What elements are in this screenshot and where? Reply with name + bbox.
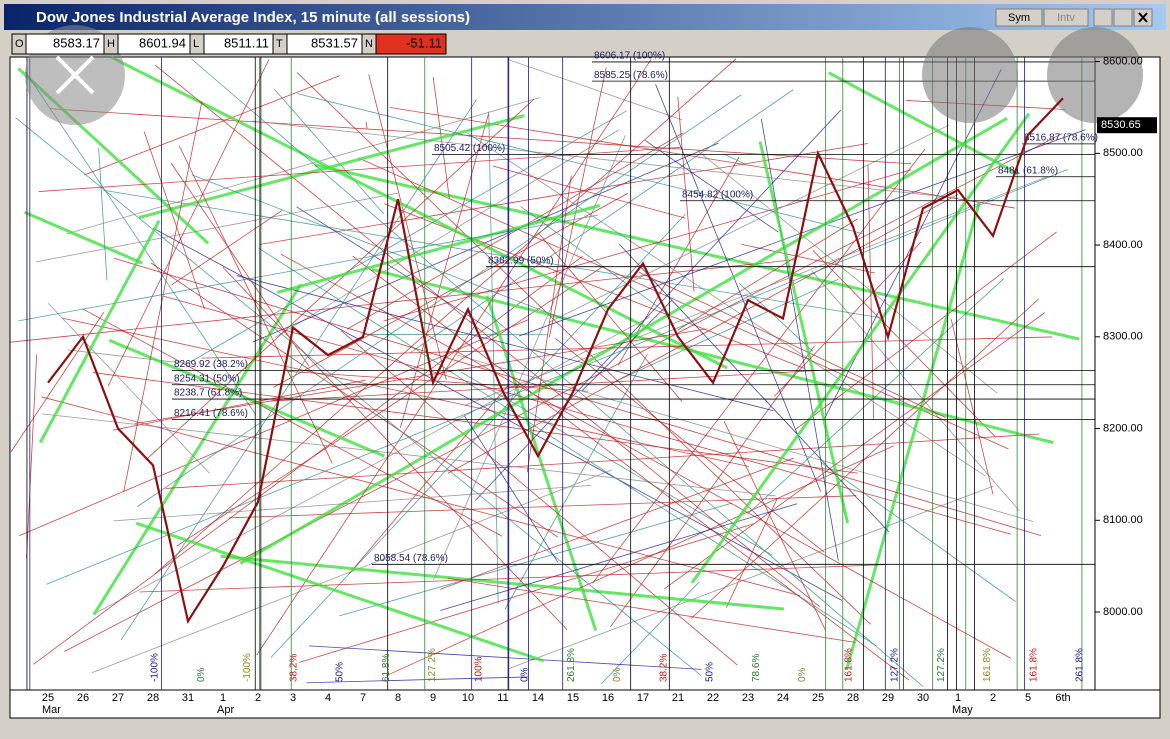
x-tick-label: 17 (637, 692, 649, 704)
fib-percent-label: 38.2% (658, 654, 669, 682)
x-tick-label: 3 (290, 692, 296, 704)
fib-percent-label: 127.2% (427, 648, 438, 682)
fib-percent-label: 0% (797, 667, 808, 682)
x-tick-label: 1 (220, 692, 226, 704)
quote-key: O (15, 38, 24, 50)
month-label: Mar (42, 704, 61, 716)
fib-percent-label: 161.8% (1028, 648, 1039, 682)
fib-percent-label: 50% (705, 662, 716, 682)
viewer-lens[interactable] (922, 27, 1018, 123)
y-tick-label: 8500.00 (1103, 147, 1143, 159)
level-label: 8058.54 (78.6%) (374, 553, 448, 564)
fib-percent-label: 0% (196, 667, 207, 682)
level-label: 8585.25 (78.6%) (594, 70, 668, 81)
y-tick-label: 8000.00 (1103, 606, 1143, 618)
quote-value: 8531.57 (311, 35, 358, 50)
fib-percent-label: 0% (612, 667, 623, 682)
x-tick-label: 14 (532, 692, 544, 704)
x-tick-label: 24 (777, 692, 789, 704)
x-tick-label: 26 (77, 692, 89, 704)
quote-key: T (276, 38, 283, 50)
x-tick-label: 23 (742, 692, 754, 704)
quote-key: N (365, 38, 373, 50)
quote-key: H (107, 38, 115, 50)
x-tick-label: 16 (602, 692, 614, 704)
quote-value: 8601.94 (139, 35, 186, 50)
last-price-label: 8530.65 (1101, 119, 1141, 131)
x-tick-label: 10 (462, 692, 474, 704)
level-label: 8505.42 (100%) (434, 143, 505, 154)
x-tick-label: 25 (812, 692, 824, 704)
x-tick-label: 21 (672, 692, 684, 704)
fib-percent-label: 0% (520, 667, 531, 682)
fib-percent-label: -100% (242, 653, 253, 682)
x-tick-label: 4 (325, 692, 331, 704)
level-label: 8382.99 (50%) (488, 255, 554, 266)
fib-percent-label: 78.6% (751, 654, 762, 682)
quote-value: -51.11 (406, 35, 442, 50)
level-label: 8254.31 (50%) (174, 373, 240, 384)
x-tick-label: 29 (882, 692, 894, 704)
level-label: 8269.92 (38.2%) (174, 359, 248, 370)
intv-label: Intv (1057, 12, 1075, 24)
month-label: May (952, 704, 973, 716)
y-tick-label: 8300.00 (1103, 331, 1143, 343)
fib-percent-label: -100% (150, 653, 161, 682)
fib-percent-label: 38.2% (288, 654, 299, 682)
fib-percent-label: 127.2% (890, 648, 901, 682)
fib-percent-label: 127.2% (936, 648, 947, 682)
fib-percent-label: 50% (335, 662, 346, 682)
y-tick-label: 8200.00 (1103, 422, 1143, 434)
month-label: Apr (217, 704, 234, 716)
y-tick-label: 8400.00 (1103, 239, 1143, 251)
x-tick-label: 8 (395, 692, 401, 704)
x-tick-label: 5 (1025, 692, 1031, 704)
x-tick-label: 15 (567, 692, 579, 704)
fib-percent-label: 261.8% (566, 648, 577, 682)
x-tick-label: 27 (112, 692, 124, 704)
sym-label: Sym (1008, 12, 1030, 24)
x-tick-label: 1 (955, 692, 961, 704)
x-tick-label: 31 (182, 692, 194, 704)
x-tick-label: 28 (847, 692, 859, 704)
maximize-button[interactable] (1114, 9, 1132, 26)
minimize-button[interactable] (1094, 9, 1112, 26)
x-tick-label: 9 (430, 692, 436, 704)
level-label: 8481 (61.8%) (998, 165, 1058, 176)
fib-percent-label: 161.8% (982, 648, 993, 682)
viewer-more[interactable] (1047, 27, 1143, 123)
fib-percent-label: 61.8% (381, 654, 392, 682)
x-tick-label: 11 (497, 692, 508, 704)
level-label: 8454.82 (100%) (682, 189, 753, 200)
x-tick-label: 25 (42, 692, 54, 704)
x-tick-label: 28 (147, 692, 159, 704)
fib-percent-label: 261.8% (1075, 648, 1086, 682)
level-label: 8238.7 (61.8%) (174, 388, 242, 399)
x-tick-label: 30 (917, 692, 929, 704)
fib-percent-label: 161.8% (843, 648, 854, 682)
x-tick-label: 7 (360, 692, 366, 704)
y-tick-label: 8100.00 (1103, 514, 1143, 526)
fib-percent-label: 100% (473, 656, 484, 682)
x-tick-label: 6th (1055, 692, 1070, 704)
x-tick-label: 2 (255, 692, 261, 704)
window-title: Dow Jones Industrial Average Index, 15 m… (36, 9, 470, 26)
quote-value: 8583.17 (53, 35, 100, 50)
level-label: 8516.87 (78.6%) (1024, 132, 1098, 143)
y-tick-label: 8600.00 (1103, 55, 1143, 67)
x-tick-label: 22 (707, 692, 719, 704)
quote-key: L (193, 38, 199, 50)
quote-value: 8511.11 (224, 35, 269, 50)
x-tick-label: 2 (990, 692, 996, 704)
level-label: 8606.17 (100%) (594, 51, 665, 62)
level-label: 8216.41 (78.6%) (174, 408, 248, 419)
